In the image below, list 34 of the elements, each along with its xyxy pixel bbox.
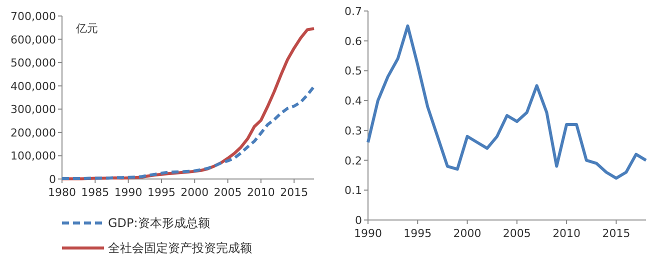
- y-tick-label: 0.7: [344, 5, 362, 18]
- y-tick-label: 0.5: [344, 64, 362, 78]
- y-tick-label: 0.2: [344, 154, 362, 168]
- line-series: [366, 24, 648, 180]
- annotation: 亿元: [75, 22, 98, 35]
- y-tick-label: 600,000: [10, 33, 56, 46]
- legend-label: 全社会固定资产投资完成额: [108, 241, 252, 255]
- y-tick-label: 300,000: [10, 103, 56, 116]
- y-tick-label: 0.3: [344, 124, 362, 138]
- x-tick-label: 2015: [280, 186, 308, 199]
- x-tick-label: 2005: [214, 186, 242, 199]
- x-tick-label: 2005: [502, 227, 531, 240]
- x-tick-label: 2000: [180, 186, 209, 199]
- y-tick-label: 200,000: [10, 126, 56, 140]
- x-tick-label: 1990: [354, 227, 382, 240]
- legend-label: GDP:资本形成总额: [108, 216, 210, 230]
- x-tick-label: 1990: [114, 186, 142, 199]
- y-tick-label: 0.1: [344, 184, 362, 198]
- x-tick-label: 1995: [147, 186, 176, 199]
- y-tick-label: 0.4: [344, 94, 362, 108]
- x-tick-label: 2015: [602, 227, 630, 240]
- x-tick-label: 2010: [246, 186, 275, 199]
- y-tick-label: 700,000: [10, 10, 56, 23]
- y-tick-label: 0: [49, 173, 56, 186]
- x-tick-label: 2010: [552, 227, 581, 240]
- x-tick-label: 1995: [404, 227, 432, 240]
- x-tick-label: 2000: [453, 227, 482, 240]
- y-tick-label: 0.6: [344, 34, 362, 48]
- y-tick-label: 100,000: [10, 150, 56, 163]
- x-tick-label: 1980: [48, 186, 76, 199]
- y-tick-label: 500,000: [10, 56, 56, 70]
- y-tick-label: 400,000: [10, 80, 56, 93]
- y-tick-label: 0: [355, 214, 362, 227]
- x-tick-label: 1985: [81, 186, 110, 199]
